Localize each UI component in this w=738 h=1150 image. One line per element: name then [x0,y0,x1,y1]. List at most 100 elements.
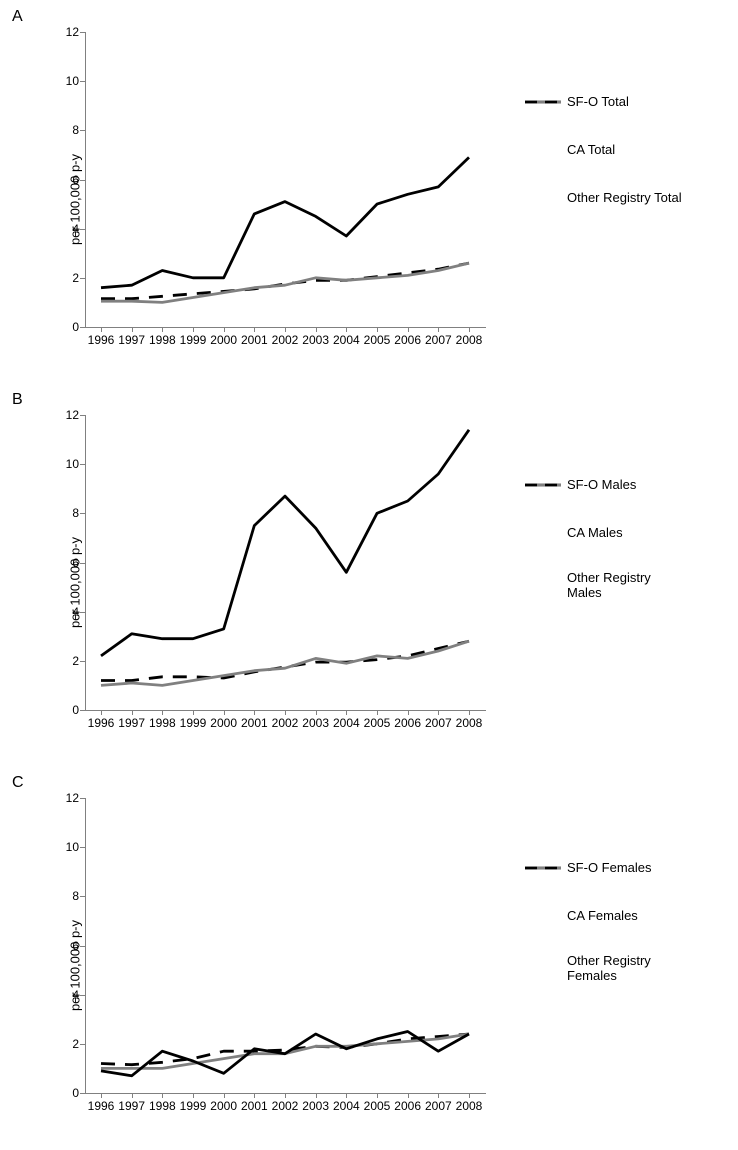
x-tick-label: 2001 [237,333,271,347]
x-tick-label: 2001 [237,1099,271,1113]
x-tick-mark [316,1093,317,1098]
panel-label: A [12,8,23,26]
y-tick-label: 6 [51,173,79,187]
x-tick-label: 1998 [145,716,179,730]
y-axis-label: per 100,000 p-y [68,140,83,260]
x-tick-mark [438,327,439,332]
y-tick-label: 4 [51,988,79,1002]
x-tick-label: 1997 [115,333,149,347]
y-tick-label: 2 [51,271,79,285]
x-tick-mark [285,1093,286,1098]
x-tick-label: 2005 [360,716,394,730]
legend-item: Other Registry Females [525,954,715,984]
y-tick-mark [80,327,85,328]
series-line [101,430,469,656]
y-tick-label: 4 [51,222,79,236]
x-tick-mark [469,327,470,332]
x-tick-label: 2003 [299,1099,333,1113]
y-tick-label: 2 [51,1037,79,1051]
legend-label: SF-O Total [567,95,629,110]
x-tick-label: 1999 [176,333,210,347]
x-tick-mark [377,1093,378,1098]
x-tick-label: 1997 [115,1099,149,1113]
x-tick-label: 2006 [391,716,425,730]
x-tick-label: 1996 [84,1099,118,1113]
legend-label: Other Registry Females [567,954,651,984]
x-tick-label: 2004 [329,333,363,347]
legend: SF-O MalesCA MalesOther Registry Males [525,475,715,629]
y-tick-label: 8 [51,889,79,903]
x-tick-mark [438,1093,439,1098]
y-tick-label: 0 [51,703,79,717]
legend-item: CA Total [525,140,715,160]
x-tick-mark [132,710,133,715]
y-tick-label: 6 [51,556,79,570]
y-tick-label: 10 [51,74,79,88]
x-tick-label: 1999 [176,1099,210,1113]
x-tick-label: 2006 [391,1099,425,1113]
chart-lines [85,415,485,710]
x-tick-mark [254,1093,255,1098]
series-line [101,263,469,299]
legend: SF-O Total CA Total Other Registry Total [525,92,715,236]
x-tick-label: 1999 [176,716,210,730]
x-tick-label: 2005 [360,333,394,347]
legend-swatch [525,523,561,543]
legend-item: CA Females [525,906,715,926]
y-tick-label: 0 [51,1086,79,1100]
x-tick-label: 2006 [391,333,425,347]
x-tick-label: 1997 [115,716,149,730]
legend-item: Other Registry Total [525,188,715,208]
y-tick-label: 10 [51,457,79,471]
x-tick-mark [162,710,163,715]
x-tick-mark [469,1093,470,1098]
x-tick-label: 2007 [421,716,455,730]
y-tick-mark [80,1093,85,1094]
legend-item: CA Males [525,523,715,543]
x-tick-label: 1998 [145,333,179,347]
y-axis-label: per 100,000 p-y [68,906,83,1026]
legend-swatch [525,576,561,596]
y-tick-label: 12 [51,791,79,805]
y-tick-label: 2 [51,654,79,668]
x-tick-mark [408,327,409,332]
y-tick-mark [80,710,85,711]
x-tick-mark [193,710,194,715]
x-tick-label: 1996 [84,716,118,730]
x-tick-label: 2004 [329,1099,363,1113]
x-tick-label: 2000 [207,333,241,347]
x-tick-mark [193,327,194,332]
x-tick-label: 1998 [145,1099,179,1113]
series-line [101,641,469,680]
x-tick-mark [254,710,255,715]
panel-label: B [12,391,23,409]
x-tick-mark [316,327,317,332]
legend-label: Other Registry Total [567,191,682,206]
legend-label: SF-O Females [567,861,652,876]
x-tick-label: 2008 [452,333,486,347]
x-tick-mark [316,710,317,715]
x-tick-label: 2007 [421,333,455,347]
legend-swatch [525,188,561,208]
x-tick-label: 2007 [421,1099,455,1113]
x-tick-mark [132,327,133,332]
x-tick-mark [101,1093,102,1098]
y-tick-label: 10 [51,840,79,854]
x-tick-mark [224,710,225,715]
x-tick-mark [408,710,409,715]
legend-label: SF-O Males [567,478,636,493]
x-tick-mark [224,327,225,332]
x-tick-label: 2000 [207,1099,241,1113]
x-tick-label: 1996 [84,333,118,347]
y-tick-label: 0 [51,320,79,334]
x-tick-mark [377,710,378,715]
x-tick-mark [224,1093,225,1098]
legend-label: CA Males [567,526,623,541]
y-tick-label: 8 [51,506,79,520]
x-tick-mark [408,1093,409,1098]
x-tick-mark [346,710,347,715]
x-tick-mark [162,1093,163,1098]
chart-panel: Bper 100,000 p-y024681012199619971998199… [0,383,738,766]
x-tick-mark [469,710,470,715]
x-tick-mark [162,327,163,332]
